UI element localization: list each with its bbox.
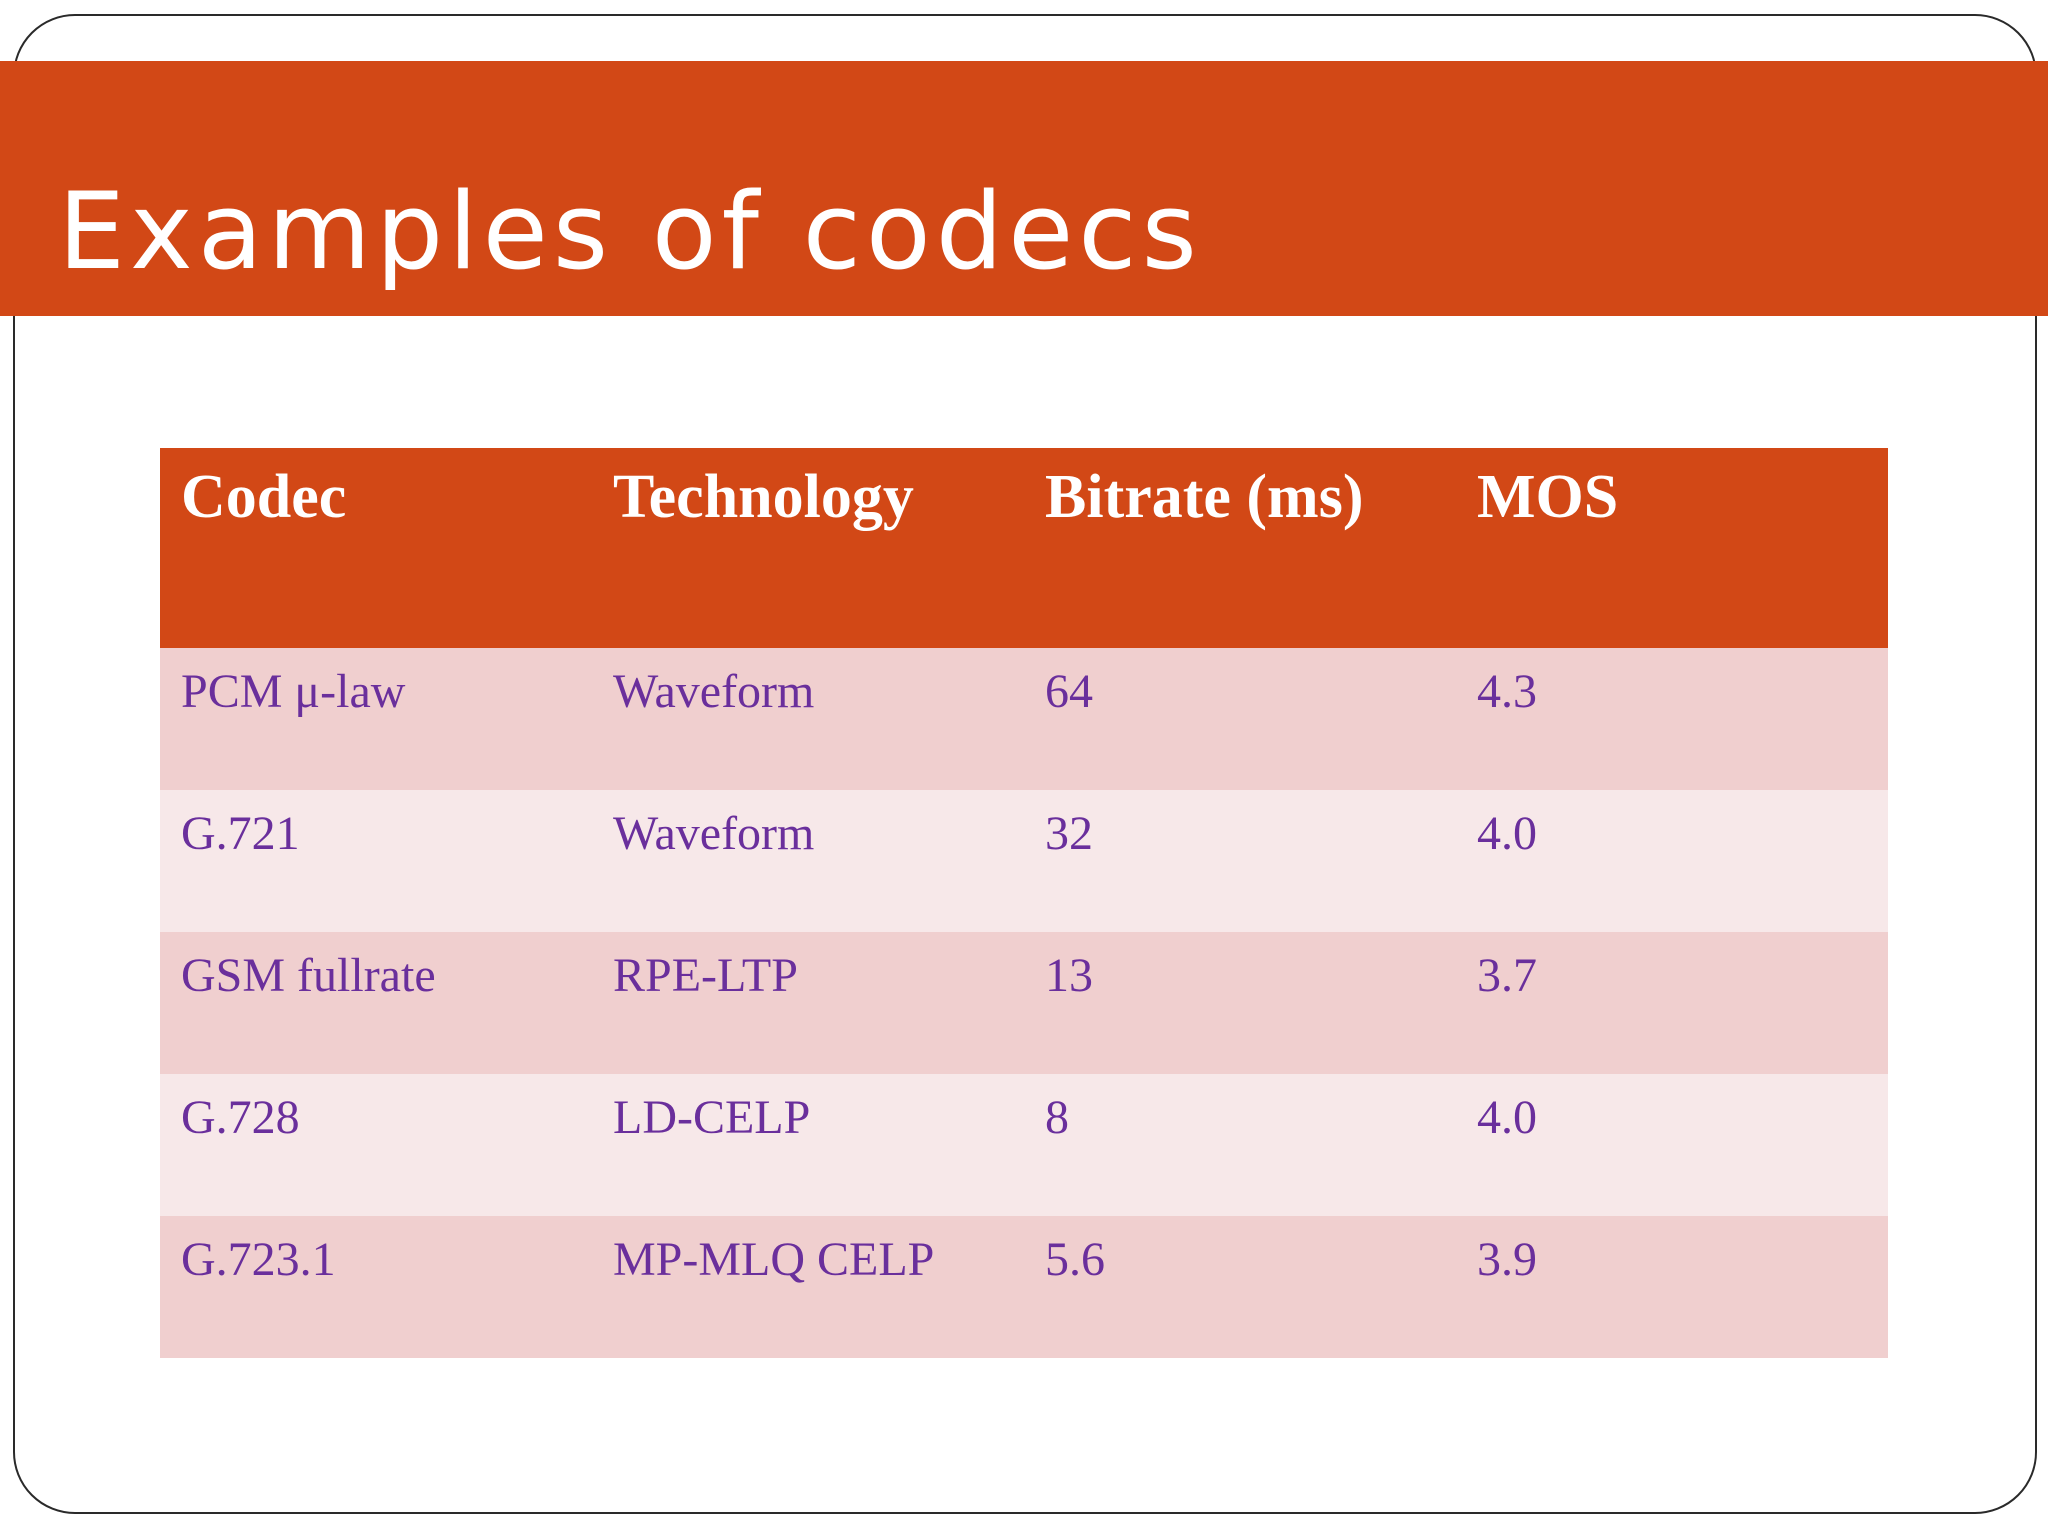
cell-codec: G.728 xyxy=(181,1091,300,1144)
table-row: G.728 LD-CELP 8 4.0 xyxy=(160,1074,1888,1216)
table-header-row: Codec Technology Bitrate (ms) MOS xyxy=(160,448,1888,648)
slide-title: Examples of codecs xyxy=(58,170,1202,293)
table-row: PCM μ-law Waveform 64 4.3 xyxy=(160,648,1888,790)
title-bar xyxy=(0,61,2048,316)
cell-bitrate: 8 xyxy=(1045,1091,1069,1144)
cell-bitrate: 64 xyxy=(1045,665,1093,718)
header-bitrate: Bitrate (ms) xyxy=(1045,463,1364,531)
codec-table: Codec Technology Bitrate (ms) MOS PCM μ-… xyxy=(160,448,1888,1358)
cell-technology: MP-MLQ CELP xyxy=(613,1233,935,1286)
table-row: G.723.1 MP-MLQ CELP 5.6 3.9 xyxy=(160,1216,1888,1358)
cell-technology: RPE-LTP xyxy=(613,949,798,1002)
table-row: GSM fullrate RPE-LTP 13 3.7 xyxy=(160,932,1888,1074)
cell-codec: GSM fullrate xyxy=(181,949,436,1002)
cell-bitrate: 13 xyxy=(1045,949,1093,1002)
cell-mos: 4.0 xyxy=(1477,807,1537,860)
cell-bitrate: 5.6 xyxy=(1045,1233,1105,1286)
cell-bitrate: 32 xyxy=(1045,807,1093,860)
cell-mos: 4.3 xyxy=(1477,665,1537,718)
cell-codec: G.723.1 xyxy=(181,1233,336,1286)
header-mos: MOS xyxy=(1477,463,1619,531)
cell-mos: 3.7 xyxy=(1477,949,1537,1002)
cell-mos: 4.0 xyxy=(1477,1091,1537,1144)
header-codec: Codec xyxy=(181,463,347,531)
cell-technology: Waveform xyxy=(613,807,815,860)
cell-codec: PCM μ-law xyxy=(181,665,406,718)
cell-technology: Waveform xyxy=(613,665,815,718)
table-row: G.721 Waveform 32 4.0 xyxy=(160,790,1888,932)
cell-mos: 3.9 xyxy=(1477,1233,1537,1286)
cell-technology: LD-CELP xyxy=(613,1091,811,1144)
cell-codec: G.721 xyxy=(181,807,300,860)
header-technology: Technology xyxy=(613,463,914,531)
